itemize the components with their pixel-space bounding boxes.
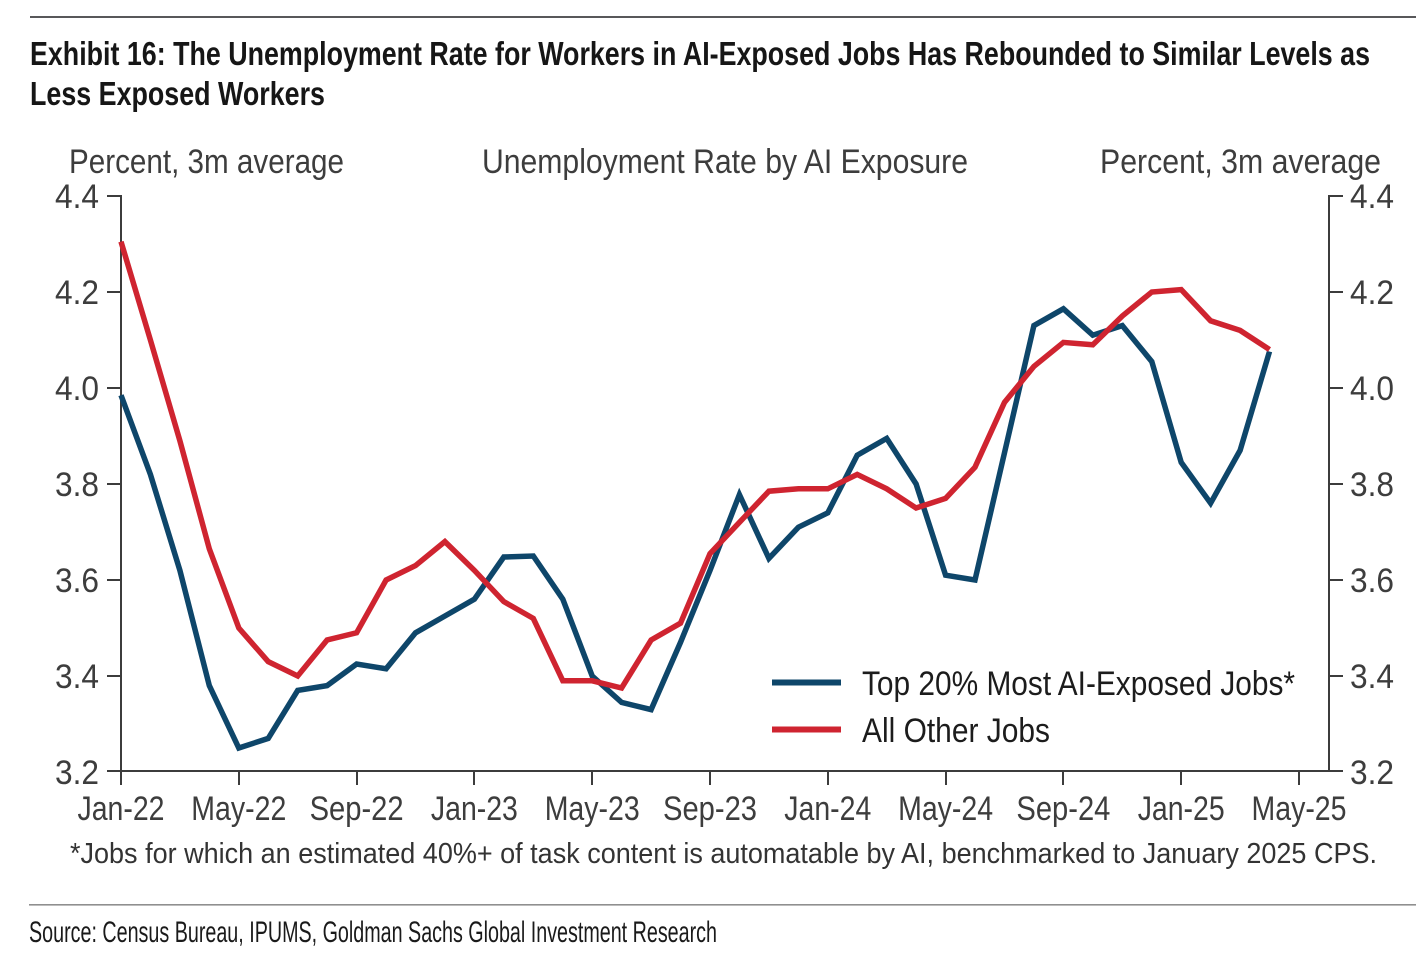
svg-text:Less Exposed Workers: Less Exposed Workers bbox=[30, 75, 325, 112]
svg-text:Percent, 3m average: Percent, 3m average bbox=[69, 143, 344, 181]
svg-text:3.2: 3.2 bbox=[1350, 754, 1394, 792]
svg-text:All Other Jobs: All Other Jobs bbox=[862, 712, 1050, 750]
svg-text:4.0: 4.0 bbox=[1350, 370, 1394, 408]
svg-text:May-23: May-23 bbox=[545, 790, 640, 828]
svg-text:3.8: 3.8 bbox=[1350, 466, 1394, 504]
svg-text:3.4: 3.4 bbox=[1350, 658, 1394, 696]
svg-text:Jan-23: Jan-23 bbox=[431, 790, 518, 828]
svg-text:4.0: 4.0 bbox=[55, 370, 99, 408]
svg-text:3.4: 3.4 bbox=[55, 658, 99, 696]
svg-text:Jan-24: Jan-24 bbox=[784, 790, 871, 828]
svg-text:Source: Census Bureau, IPUMS,: Source: Census Bureau, IPUMS, Goldman Sa… bbox=[29, 916, 717, 949]
svg-text:4.4: 4.4 bbox=[55, 178, 99, 216]
svg-text:4.2: 4.2 bbox=[1350, 274, 1394, 312]
svg-text:3.6: 3.6 bbox=[1350, 562, 1394, 600]
svg-text:Percent, 3m average: Percent, 3m average bbox=[1100, 143, 1381, 181]
svg-text:*Jobs for which an estimated 4: *Jobs for which an estimated 40%+ of tas… bbox=[70, 838, 1377, 870]
svg-text:Sep-23: Sep-23 bbox=[663, 790, 757, 828]
svg-text:Sep-24: Sep-24 bbox=[1016, 790, 1110, 828]
svg-text:May-25: May-25 bbox=[1252, 790, 1347, 828]
svg-text:Exhibit 16: The Unemployment R: Exhibit 16: The Unemployment Rate for Wo… bbox=[30, 35, 1370, 72]
svg-text:Top 20% Most AI-Exposed Jobs*: Top 20% Most AI-Exposed Jobs* bbox=[862, 665, 1295, 703]
svg-text:3.2: 3.2 bbox=[55, 754, 99, 792]
svg-text:May-22: May-22 bbox=[191, 790, 286, 828]
svg-text:4.2: 4.2 bbox=[55, 274, 99, 312]
svg-text:May-24: May-24 bbox=[898, 790, 993, 828]
svg-text:Unemployment Rate by AI Exposu: Unemployment Rate by AI Exposure bbox=[482, 143, 968, 181]
svg-text:Sep-22: Sep-22 bbox=[310, 790, 404, 828]
svg-text:3.8: 3.8 bbox=[55, 466, 99, 504]
svg-text:3.6: 3.6 bbox=[55, 562, 99, 600]
svg-text:4.4: 4.4 bbox=[1350, 178, 1394, 216]
svg-text:Jan-22: Jan-22 bbox=[78, 790, 165, 828]
svg-text:Jan-25: Jan-25 bbox=[1138, 790, 1225, 828]
